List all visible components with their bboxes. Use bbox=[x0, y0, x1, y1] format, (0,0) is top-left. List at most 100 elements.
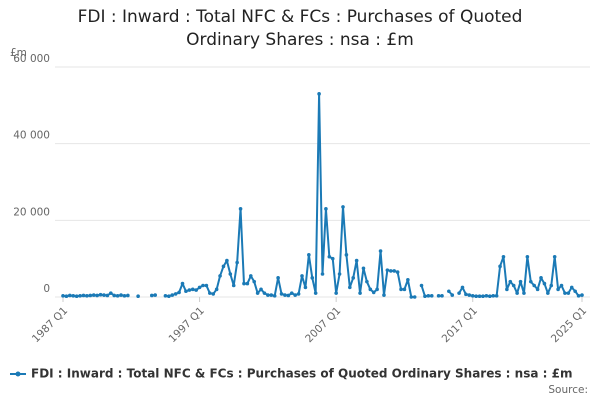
point bbox=[470, 294, 475, 298]
point bbox=[423, 294, 427, 299]
point bbox=[580, 293, 584, 297]
point bbox=[566, 291, 571, 295]
point bbox=[255, 291, 260, 295]
point bbox=[68, 293, 72, 298]
point bbox=[194, 288, 198, 292]
point bbox=[474, 294, 478, 299]
source: Source: bbox=[548, 384, 588, 396]
point bbox=[447, 289, 451, 294]
point bbox=[170, 293, 175, 297]
point bbox=[488, 294, 492, 299]
point bbox=[173, 292, 178, 296]
point bbox=[225, 258, 229, 263]
point bbox=[276, 276, 280, 280]
point bbox=[368, 287, 373, 292]
point bbox=[498, 264, 502, 269]
point bbox=[307, 253, 311, 257]
point bbox=[348, 285, 352, 290]
point bbox=[78, 294, 82, 298]
point bbox=[535, 287, 540, 292]
point bbox=[450, 293, 455, 297]
point bbox=[388, 269, 393, 273]
point bbox=[522, 291, 526, 295]
point bbox=[102, 293, 106, 297]
point bbox=[115, 294, 120, 298]
point bbox=[511, 283, 516, 288]
point bbox=[429, 294, 434, 298]
point bbox=[283, 293, 287, 297]
point bbox=[515, 291, 519, 295]
x-tick-label: 2025 Q1 bbox=[549, 305, 589, 345]
x-tick-label: 1987 Q1 bbox=[30, 305, 70, 345]
point bbox=[136, 294, 140, 299]
y-tick-label: 0 bbox=[43, 283, 50, 295]
point bbox=[201, 283, 205, 288]
point bbox=[426, 294, 431, 298]
point bbox=[119, 293, 123, 297]
y-unit: £m bbox=[10, 47, 27, 59]
point bbox=[208, 291, 212, 295]
point bbox=[378, 249, 383, 253]
point bbox=[269, 293, 274, 297]
point bbox=[245, 281, 250, 286]
point bbox=[464, 292, 468, 297]
point bbox=[313, 291, 318, 295]
legend-marker bbox=[15, 371, 21, 377]
point bbox=[361, 266, 366, 271]
point bbox=[122, 294, 127, 298]
point bbox=[221, 264, 226, 269]
point bbox=[289, 291, 294, 295]
point bbox=[235, 260, 239, 265]
point bbox=[95, 293, 99, 298]
point bbox=[187, 288, 192, 292]
point bbox=[375, 287, 379, 292]
point bbox=[549, 283, 554, 288]
point bbox=[317, 92, 321, 96]
point bbox=[484, 294, 489, 298]
point bbox=[392, 269, 397, 273]
point bbox=[576, 294, 581, 298]
point bbox=[344, 253, 349, 257]
point bbox=[167, 294, 171, 299]
point bbox=[242, 281, 246, 286]
point bbox=[385, 268, 390, 272]
point bbox=[211, 292, 216, 296]
point bbox=[272, 294, 277, 298]
point bbox=[320, 272, 325, 276]
point bbox=[163, 294, 168, 298]
point bbox=[238, 207, 243, 211]
point bbox=[556, 287, 560, 292]
point bbox=[74, 294, 79, 299]
point bbox=[259, 287, 263, 292]
point bbox=[252, 279, 257, 284]
point bbox=[204, 283, 209, 288]
point bbox=[354, 258, 359, 263]
point bbox=[491, 294, 496, 298]
point bbox=[481, 294, 485, 299]
point bbox=[409, 295, 414, 299]
point bbox=[494, 294, 499, 298]
point bbox=[231, 283, 236, 288]
point bbox=[559, 283, 564, 288]
point bbox=[310, 276, 315, 280]
point bbox=[399, 287, 403, 292]
point bbox=[334, 291, 338, 295]
point bbox=[563, 291, 567, 295]
point bbox=[177, 290, 181, 295]
point bbox=[546, 291, 550, 295]
point bbox=[324, 207, 328, 211]
point bbox=[457, 291, 461, 295]
point bbox=[81, 293, 86, 298]
point bbox=[228, 272, 233, 276]
point bbox=[330, 256, 335, 261]
point bbox=[218, 274, 222, 278]
point bbox=[327, 254, 332, 259]
y-tick-label: 20 000 bbox=[13, 206, 50, 218]
y-tick-label: 60 000 bbox=[13, 53, 50, 65]
legend-label: FDI : Inward : Total NFC & FCs : Purchas… bbox=[31, 367, 572, 381]
point bbox=[573, 289, 577, 294]
point bbox=[501, 254, 506, 259]
point bbox=[395, 270, 400, 274]
point bbox=[467, 293, 472, 297]
